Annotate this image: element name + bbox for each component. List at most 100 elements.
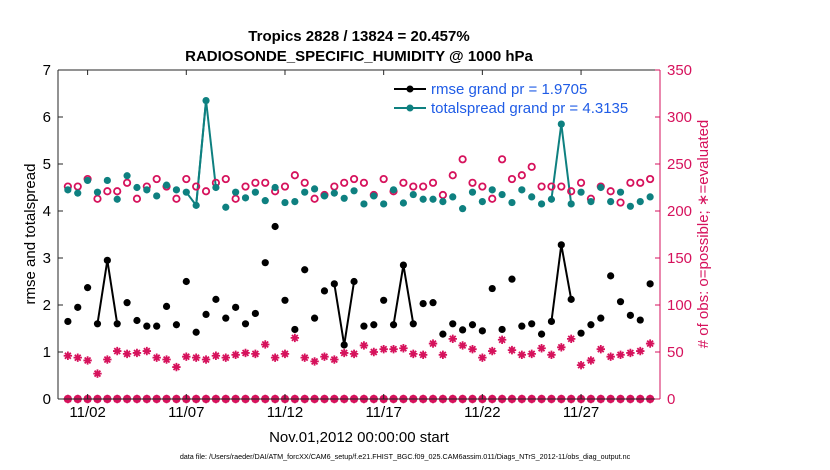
rmse-point	[449, 320, 457, 328]
obs-possible-point	[172, 194, 181, 203]
obs-evaluated-point	[369, 347, 379, 357]
spread-point	[232, 188, 240, 196]
obs-evaluated-point	[201, 355, 211, 364]
spread-point	[498, 190, 506, 199]
obs-evaluated-point	[142, 346, 152, 356]
rmse-point	[389, 321, 398, 329]
obs-possible-point	[646, 174, 655, 184]
rmse-line-segment	[106, 260, 119, 324]
rmse-point	[172, 321, 181, 329]
spread-point	[93, 188, 102, 196]
spread-point	[64, 186, 72, 194]
rmse-point	[508, 275, 516, 283]
spread-point	[320, 192, 329, 200]
obs-evaluated-point	[399, 344, 408, 353]
rmse-point	[162, 302, 171, 311]
obs-evaluated-point	[231, 350, 240, 360]
spread-point	[380, 200, 388, 208]
rmse-point	[607, 272, 615, 280]
right-y-tick-label: 100	[667, 297, 692, 314]
spread-point	[133, 183, 141, 192]
obs-evaluated-point	[320, 352, 329, 361]
x-tick-label: 11/17	[365, 404, 401, 421]
spread-point	[518, 186, 526, 194]
spread-point	[74, 189, 82, 197]
rmse-point	[301, 266, 309, 274]
obs-possible-point	[192, 182, 201, 191]
spread-point	[468, 188, 477, 196]
obs-evaluated-point	[448, 334, 457, 344]
obs-possible-point	[517, 171, 526, 180]
rmse-point	[93, 320, 102, 328]
obs-possible-point	[488, 194, 497, 203]
obs-evaluated-point	[290, 333, 300, 343]
x-tick-label: 11/12	[267, 404, 303, 421]
spread-point	[439, 198, 447, 206]
obs-possible-point	[340, 178, 349, 187]
rmse-point	[330, 280, 338, 288]
spread-point	[84, 176, 92, 185]
spread-point	[449, 193, 457, 201]
obs-evaluated-point	[418, 350, 428, 360]
x-axis-label: Nov.01,2012 00:00:00 start	[269, 429, 450, 446]
legend: rmse grand pr = 1.9705 totalspread grand…	[394, 81, 628, 117]
obs-evaluated-point	[191, 353, 201, 362]
rmse-point	[528, 320, 536, 328]
obs-evaluated-point	[458, 341, 467, 350]
rmse-point	[281, 296, 289, 304]
obs-evaluated-point	[270, 353, 280, 362]
rmse-point	[459, 326, 467, 334]
obs-evaluated-point	[211, 351, 221, 360]
obs-evaluated-point	[221, 353, 230, 362]
rmse-point	[261, 259, 269, 267]
spread-point	[340, 194, 348, 202]
obs-evaluated-point	[162, 355, 171, 364]
obs-evaluated-point	[359, 341, 369, 350]
rmse-point	[626, 311, 634, 319]
rmse-point	[192, 328, 200, 336]
spread-point	[271, 183, 279, 192]
obs-evaluated-point	[172, 362, 181, 372]
obs-possible-point	[182, 174, 191, 184]
obs-possible-point	[201, 187, 211, 196]
spread-point	[577, 188, 585, 196]
left-y-axis-label: rmse and totalspread	[22, 164, 39, 305]
right-y-tick-label: 350	[667, 62, 692, 79]
obs-evaluated-point	[468, 344, 477, 354]
spread-point	[113, 195, 121, 203]
obs-possible-point	[261, 178, 270, 187]
spread-point	[409, 190, 417, 199]
obs-evaluated-point	[389, 344, 398, 354]
spread-point	[557, 120, 565, 128]
rmse-point	[271, 222, 279, 231]
obs-evaluated-point	[586, 356, 596, 365]
obs-evaluated-point	[261, 340, 270, 349]
spread-point	[172, 186, 181, 194]
obs-possible-point	[300, 178, 309, 187]
spread-point	[162, 181, 171, 189]
obs-possible-point	[399, 178, 408, 187]
spread-point	[389, 186, 398, 194]
spread-point	[528, 193, 536, 201]
obs-evaluated-point	[478, 353, 487, 362]
rmse-point	[577, 329, 585, 337]
rmse-point	[232, 303, 240, 311]
spread-point	[567, 200, 575, 208]
obs-possible-point	[478, 182, 487, 191]
rmse-point	[84, 284, 92, 292]
rmse-point	[251, 309, 259, 318]
obs-evaluated-point	[132, 348, 142, 358]
obs-possible-point	[636, 178, 645, 187]
spread-point	[587, 198, 595, 206]
spread-point	[488, 186, 496, 194]
obs-evaluated-point	[606, 352, 615, 361]
spread-line-segment	[560, 123, 573, 205]
spread-point	[143, 186, 151, 194]
chart-subtitle: RADIOSONDE_SPECIFIC_HUMIDITY @ 1000 hPa	[185, 48, 533, 65]
spread-point	[291, 198, 299, 206]
obs-evaluated-point	[557, 343, 566, 352]
obs-evaluated-point	[566, 334, 576, 344]
spread-point	[103, 176, 111, 185]
spread-point	[399, 199, 408, 207]
spread-point	[241, 194, 250, 202]
